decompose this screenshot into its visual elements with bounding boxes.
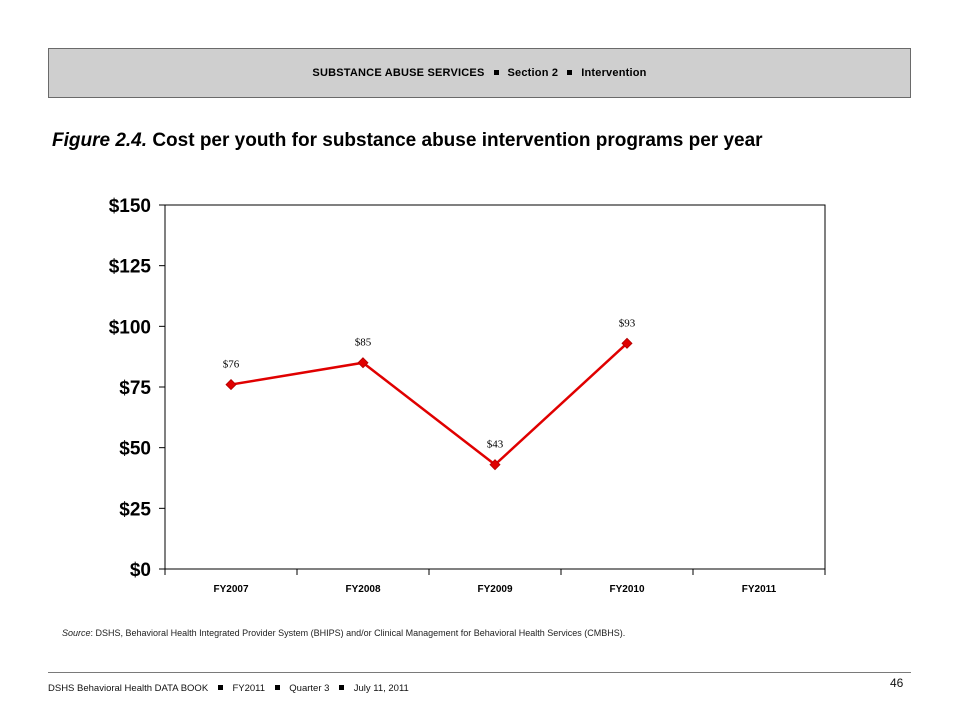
data-label: $85 xyxy=(355,337,372,349)
header-separator-icon xyxy=(567,69,573,75)
page-number: 46 xyxy=(890,676,904,690)
figure-title: Figure 2.4. Cost per youth for substance… xyxy=(52,130,763,152)
plot-area xyxy=(164,204,826,570)
header-separator-icon xyxy=(493,69,499,75)
y-tick-label: $0 xyxy=(130,560,151,581)
y-tick-label: $125 xyxy=(109,257,152,278)
header-part-1: Section 2 xyxy=(507,67,559,79)
x-tick-label: FY2011 xyxy=(742,584,777,595)
footer-part-3: July 11, 2011 xyxy=(353,683,409,694)
footer-part-0: DSHS Behavioral Health DATA BOOK xyxy=(48,683,209,694)
footer-part-1: FY2011 xyxy=(232,683,266,694)
data-label: $43 xyxy=(487,439,504,451)
section-header: SUBSTANCE ABUSE SERVICES Section 2 Inter… xyxy=(48,48,911,98)
data-point-marker xyxy=(621,337,633,349)
source-label: Source xyxy=(62,628,91,638)
figure-title-text: Cost per youth for substance abuse inter… xyxy=(152,130,763,151)
x-tick-label: FY2008 xyxy=(345,584,380,595)
series-line xyxy=(230,342,628,467)
footer-separator-icon xyxy=(217,684,223,690)
data-label: $76 xyxy=(223,359,240,371)
footer: DSHS Behavioral Health DATA BOOK FY2011 … xyxy=(48,683,409,694)
header-part-2: Intervention xyxy=(581,67,647,79)
data-point-marker xyxy=(357,357,369,369)
header-part-0: SUBSTANCE ABUSE SERVICES xyxy=(312,67,485,79)
figure-label: Figure 2.4. xyxy=(52,130,148,151)
data-label: $93 xyxy=(619,317,636,329)
x-tick-label: FY2009 xyxy=(477,584,512,595)
footer-part-2: Quarter 3 xyxy=(289,683,330,694)
x-tick-label: FY2007 xyxy=(213,584,248,595)
footer-separator-icon xyxy=(274,684,280,690)
y-tick-label: $150 xyxy=(109,196,151,217)
footer-separator-icon xyxy=(339,684,345,690)
source-note: Source: DSHS, Behavioral Health Integrat… xyxy=(62,628,625,638)
source-text: : DSHS, Behavioral Health Integrated Pro… xyxy=(90,628,626,638)
y-tick-label: $100 xyxy=(109,317,151,338)
data-point-marker xyxy=(225,379,237,391)
y-tick-label: $75 xyxy=(119,378,151,399)
x-tick-label: FY2010 xyxy=(609,584,644,595)
data-point-marker xyxy=(489,459,501,471)
y-tick-label: $50 xyxy=(119,439,151,460)
y-tick-label: $25 xyxy=(119,499,151,520)
footer-divider xyxy=(48,672,911,673)
